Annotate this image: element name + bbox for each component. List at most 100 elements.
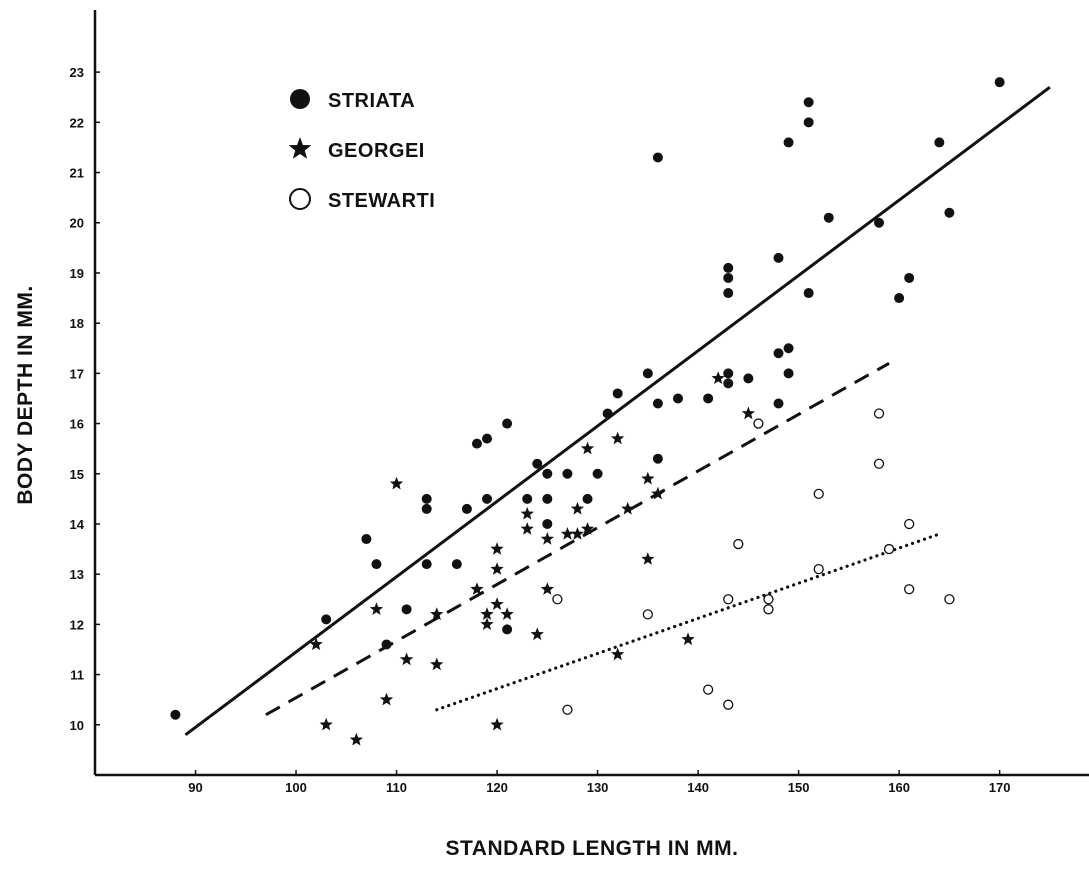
axes: 90 100 110 120 130 140 150 160 170 1011121314151… <box>70 10 1089 795</box>
point-striata <box>703 393 714 404</box>
point-striata <box>562 468 573 479</box>
legend-item-georgei: GEORGEI <box>288 137 425 162</box>
legend-item-stewarti: STEWARTI <box>289 188 435 212</box>
point-striata <box>994 77 1005 88</box>
point-striata <box>874 217 885 228</box>
point-stewarti <box>873 408 885 419</box>
y-tick-label: 23 <box>70 65 84 80</box>
y-tick-label: 19 <box>70 266 84 281</box>
point-georgei <box>470 582 484 595</box>
point-georgei <box>540 532 554 545</box>
x-tick-label: 130 <box>587 780 609 795</box>
point-georgei <box>651 486 665 500</box>
y-ticks: 10 11 12 13 14 15 16 17 18 19 20 21 22 23 <box>70 65 100 733</box>
point-striata <box>471 438 482 449</box>
point-georgei <box>641 471 655 485</box>
point-striata <box>421 559 432 570</box>
fit-line-striata <box>184 85 1051 737</box>
fit-line-georgei <box>265 362 890 717</box>
fit-line-stewarti <box>435 532 941 712</box>
x-tick-label: 100 <box>285 780 307 795</box>
point-striata <box>381 639 392 650</box>
point-striata <box>823 212 834 223</box>
point-striata <box>542 493 553 504</box>
x-tick-label: 140 <box>687 780 709 795</box>
x-tick-label: 150 <box>788 780 810 795</box>
point-striata <box>723 262 734 273</box>
point-striata <box>652 152 663 163</box>
point-striata <box>502 624 513 635</box>
point-striata <box>723 288 734 299</box>
point-striata <box>401 604 412 615</box>
x-tick-label: 90 <box>188 780 202 795</box>
point-striata <box>321 614 332 625</box>
point-striata <box>421 493 432 504</box>
point-stewarti <box>723 699 734 710</box>
point-georgei <box>399 652 414 666</box>
x-tick-label: 160 <box>888 780 910 795</box>
y-tick-label: 12 <box>70 617 84 632</box>
point-georgei <box>570 501 585 515</box>
point-georgei <box>520 506 534 520</box>
y-tick-label: 16 <box>70 417 84 432</box>
point-stewarti <box>873 458 885 469</box>
y-tick-label: 15 <box>70 467 84 482</box>
legend-label-striata: STRIATA <box>328 90 415 112</box>
y-tick-label: 20 <box>70 216 84 231</box>
point-striata <box>723 368 734 379</box>
x-axis-title: STANDARD LENGTH IN MM. <box>446 837 739 860</box>
point-striata <box>672 393 683 404</box>
point-striata <box>361 534 372 545</box>
point-striata <box>502 418 513 429</box>
y-tick-label: 22 <box>70 115 84 130</box>
point-stewarti <box>702 684 714 695</box>
legend-label-stewarti: STEWARTI <box>328 190 435 212</box>
point-georgei <box>580 522 595 535</box>
point-georgei <box>319 717 333 731</box>
point-georgei <box>611 647 625 661</box>
point-striata <box>773 348 784 359</box>
point-striata <box>612 388 623 399</box>
point-georgei <box>349 732 363 746</box>
point-striata <box>743 373 754 384</box>
point-georgei <box>379 692 394 706</box>
point-georgei <box>570 527 585 540</box>
point-georgei <box>490 597 504 610</box>
point-striata <box>783 137 794 148</box>
point-georgei <box>490 562 504 575</box>
point-striata <box>642 368 653 379</box>
point-georgei <box>580 441 595 455</box>
point-georgei <box>430 607 444 620</box>
point-striata <box>904 272 915 283</box>
point-striata <box>803 97 814 108</box>
point-stewarti <box>753 418 764 429</box>
point-stewarti <box>813 488 824 499</box>
legend: STRIATA GEORGEI STEWARTI <box>288 89 435 212</box>
point-striata <box>421 503 432 514</box>
point-georgei <box>560 527 575 540</box>
point-striata <box>532 458 543 469</box>
legend-item-striata: STRIATA <box>290 89 415 112</box>
point-stewarti <box>763 594 774 605</box>
point-georgei <box>480 607 494 620</box>
legend-label-georgei: GEORGEI <box>328 140 425 162</box>
filled-circle-icon <box>290 89 310 109</box>
point-stewarti <box>723 594 734 605</box>
point-striata <box>803 288 814 299</box>
point-striata <box>723 272 734 283</box>
point-striata <box>652 453 663 464</box>
point-striata <box>934 137 945 148</box>
data-points <box>170 77 1005 746</box>
point-striata <box>451 559 462 570</box>
open-circle-icon <box>289 188 311 210</box>
point-stewarti <box>883 543 895 555</box>
point-georgei <box>430 657 444 671</box>
y-tick-label: 18 <box>70 316 84 331</box>
point-stewarti <box>944 594 955 605</box>
point-striata <box>773 398 784 409</box>
point-striata <box>482 493 493 504</box>
point-striata <box>542 468 553 479</box>
point-striata <box>582 493 593 504</box>
y-tick-label: 11 <box>70 668 84 683</box>
